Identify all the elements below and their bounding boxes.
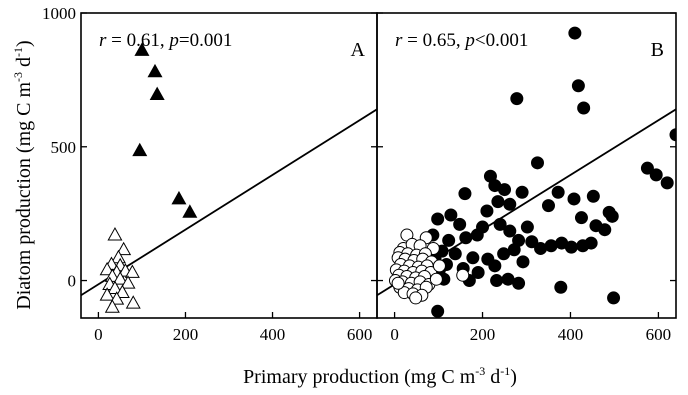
x-axis-label: Primary production (mg C m-3 d-1) <box>243 364 517 388</box>
filled-circle-point <box>490 274 504 288</box>
filled-circle-point <box>510 92 524 106</box>
filled-circle-point <box>574 211 588 225</box>
x-tick-label: 200 <box>173 325 199 344</box>
regression-line <box>81 108 377 297</box>
filled-circle-point <box>498 183 512 197</box>
filled-circle-point <box>530 156 544 170</box>
filled-circle-point <box>525 235 539 249</box>
filled-circle-point <box>568 26 582 40</box>
panel-label: B <box>651 39 664 61</box>
x-tick-label: 400 <box>558 325 584 344</box>
x-tick-label: 200 <box>470 325 496 344</box>
filled-circle-point <box>544 239 558 253</box>
open-triangle-point <box>99 287 115 301</box>
filled-circle-point <box>448 247 462 261</box>
filled-circle-point <box>442 233 456 247</box>
filled-triangle-point <box>132 142 148 157</box>
panel-b: 0 200 400 600 r = 0.65, p<0.001 B <box>376 12 677 344</box>
filled-circle-point <box>516 255 530 269</box>
y-tick-label: 1000 <box>42 4 76 23</box>
data-layer <box>81 42 377 313</box>
filled-circle-point <box>567 192 581 206</box>
filled-circle-point <box>503 224 517 238</box>
filled-circle-point <box>534 241 548 255</box>
filled-triangle-point <box>182 204 198 218</box>
y-tick-label: 0 <box>68 272 77 291</box>
filled-circle-point <box>564 240 578 254</box>
x-tick-label: 0 <box>94 325 103 344</box>
x-tick-label: 600 <box>347 325 373 344</box>
filled-triangle-point <box>171 190 187 205</box>
filled-circle-point <box>589 219 603 233</box>
filled-circle-point <box>584 236 598 250</box>
x-tick-label: 400 <box>260 325 286 344</box>
filled-circle-point <box>459 231 473 245</box>
filled-circle-point <box>660 176 674 190</box>
filled-circle-point <box>605 209 619 223</box>
filled-circle-point <box>488 259 502 273</box>
panel-label: A <box>351 39 366 61</box>
filled-circle-point <box>515 185 529 199</box>
correlation-annotation: r = 0.61, p=0.001 <box>99 30 232 51</box>
filled-circle-point <box>453 217 467 231</box>
filled-circle-point <box>520 220 534 234</box>
x-tick-label: 0 <box>390 325 399 344</box>
filled-circle-point <box>541 199 555 213</box>
y-axis-label: Diatom production (mg C m-3 d-1) <box>11 40 35 309</box>
filled-circle-point <box>507 243 521 257</box>
open-triangle-point <box>124 264 140 278</box>
filled-circle-point <box>471 266 485 280</box>
open-triangle-point <box>114 284 130 298</box>
data-layer <box>377 26 676 318</box>
filled-triangle-point <box>134 42 150 56</box>
filled-circle-point <box>571 79 585 93</box>
filled-circle-point <box>431 212 445 226</box>
open-triangle-point <box>112 271 128 285</box>
y-tick-label: 500 <box>51 138 77 157</box>
filled-circle-point <box>491 195 505 209</box>
open-circle-point <box>429 272 443 286</box>
open-triangle-point <box>104 299 120 313</box>
filled-circle-point <box>503 197 517 211</box>
open-triangle-point <box>99 261 115 276</box>
plot-frame <box>376 12 677 319</box>
filled-circle-point <box>431 304 445 318</box>
open-circle-point <box>432 259 446 273</box>
filled-circle-point <box>554 280 568 294</box>
filled-circle-point <box>480 204 494 218</box>
filled-circle-point <box>470 228 484 242</box>
open-triangle-point <box>107 227 123 241</box>
filled-triangle-point <box>149 86 165 101</box>
open-triangle-point <box>125 295 141 309</box>
filled-circle-point <box>577 101 591 115</box>
open-triangle-point <box>107 280 123 294</box>
panel-a: 0 200 400 600 0 500 1000 r = 0.61, p=0.001 A <box>42 4 378 344</box>
filled-circle-point <box>607 291 621 305</box>
open-triangle-point <box>116 241 132 256</box>
filled-triangle-point <box>147 63 163 78</box>
open-circle-point <box>409 291 423 305</box>
filled-circle-point <box>512 276 526 290</box>
filled-circle-point <box>444 208 458 222</box>
open-triangle-point <box>120 275 136 289</box>
x-tick-label: 600 <box>646 325 672 344</box>
filled-circle-point <box>640 161 654 175</box>
open-circle-point <box>456 268 470 282</box>
filled-circle-point <box>586 189 600 203</box>
open-circle-point <box>391 276 405 290</box>
filled-circle-point <box>649 168 663 182</box>
correlation-annotation: r = 0.65, p<0.001 <box>395 30 528 51</box>
filled-circle-point <box>551 185 565 199</box>
filled-circle-point <box>466 251 480 265</box>
filled-circle-point <box>493 217 507 231</box>
filled-circle-point <box>458 187 472 201</box>
filled-circle-point <box>669 128 676 142</box>
